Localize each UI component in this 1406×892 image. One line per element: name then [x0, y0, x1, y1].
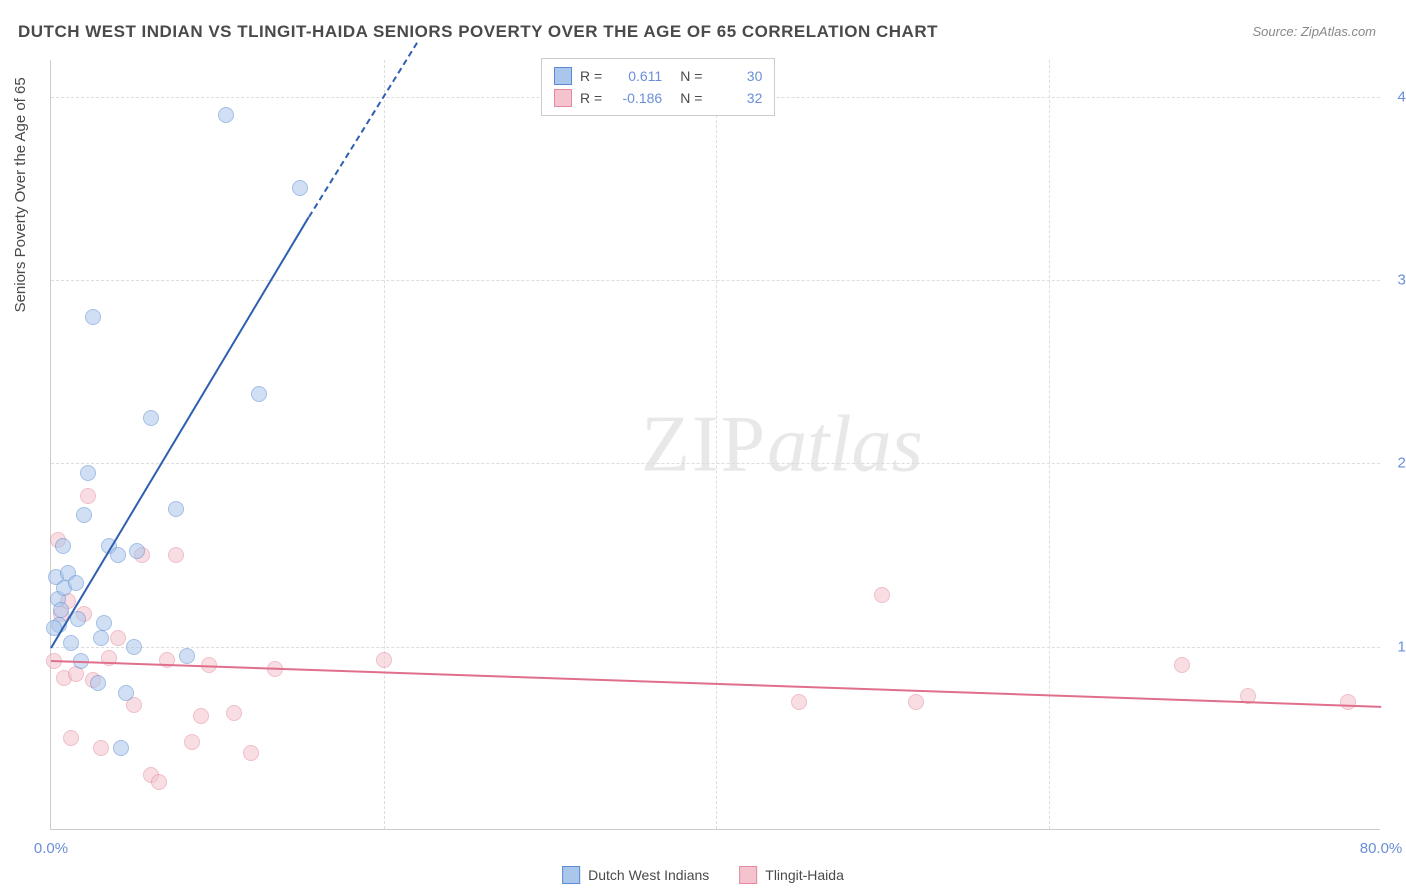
- data-point-a: [113, 740, 129, 756]
- grid-line-v: [1049, 60, 1050, 829]
- chart-title: DUTCH WEST INDIAN VS TLINGIT-HAIDA SENIO…: [18, 22, 938, 42]
- data-point-b: [80, 488, 96, 504]
- legend-swatch-b-icon: [739, 866, 757, 884]
- data-point-a: [76, 507, 92, 523]
- data-point-b: [908, 694, 924, 710]
- data-point-a: [93, 630, 109, 646]
- legend-item-b: Tlingit-Haida: [739, 866, 844, 884]
- data-point-b: [110, 630, 126, 646]
- data-point-a: [85, 309, 101, 325]
- grid-line-v: [716, 60, 717, 829]
- data-point-a: [168, 501, 184, 517]
- y-tick-label: 10.0%: [1397, 638, 1406, 655]
- data-point-a: [63, 635, 79, 651]
- y-tick-label: 40.0%: [1397, 88, 1406, 105]
- n-value-b: 32: [710, 90, 762, 106]
- trend-line: [50, 216, 309, 648]
- data-point-b: [93, 740, 109, 756]
- data-point-a: [55, 538, 71, 554]
- data-point-a: [53, 602, 69, 618]
- data-point-b: [184, 734, 200, 750]
- data-point-b: [63, 730, 79, 746]
- data-point-a: [251, 386, 267, 402]
- legend-item-a: Dutch West Indians: [562, 866, 709, 884]
- r-label: R =: [580, 68, 602, 84]
- data-point-b: [1174, 657, 1190, 673]
- swatch-b-icon: [554, 89, 572, 107]
- grid-line-v: [384, 60, 385, 829]
- y-axis-label: Seniors Poverty Over the Age of 65: [12, 77, 29, 312]
- data-point-b: [151, 774, 167, 790]
- series-legend: Dutch West Indians Tlingit-Haida: [562, 866, 844, 884]
- data-point-a: [143, 410, 159, 426]
- data-point-a: [292, 180, 308, 196]
- watermark: ZIPatlas: [641, 399, 923, 490]
- data-point-b: [376, 652, 392, 668]
- stats-row-a: R = 0.611 N = 30: [554, 65, 762, 87]
- data-point-b: [193, 708, 209, 724]
- data-point-a: [118, 685, 134, 701]
- n-label: N =: [680, 68, 702, 84]
- r-label: R =: [580, 90, 602, 106]
- data-point-b: [874, 587, 890, 603]
- x-tick-label: 0.0%: [34, 840, 68, 857]
- swatch-a-icon: [554, 67, 572, 85]
- x-tick-label: 80.0%: [1360, 840, 1403, 857]
- n-label: N =: [680, 90, 702, 106]
- r-value-a: 0.611: [610, 68, 662, 84]
- stats-legend: R = 0.611 N = 30 R = -0.186 N = 32: [541, 58, 775, 116]
- source-attribution: Source: ZipAtlas.com: [1252, 24, 1376, 39]
- data-point-a: [129, 543, 145, 559]
- r-value-b: -0.186: [610, 90, 662, 106]
- data-point-b: [226, 705, 242, 721]
- n-value-a: 30: [710, 68, 762, 84]
- data-point-a: [68, 575, 84, 591]
- data-point-a: [179, 648, 195, 664]
- stats-row-b: R = -0.186 N = 32: [554, 87, 762, 109]
- data-point-b: [791, 694, 807, 710]
- trend-line-dashed: [308, 42, 418, 217]
- data-point-a: [96, 615, 112, 631]
- data-point-b: [243, 745, 259, 761]
- data-point-a: [90, 675, 106, 691]
- y-tick-label: 20.0%: [1397, 455, 1406, 472]
- data-point-a: [218, 107, 234, 123]
- data-point-b: [1340, 694, 1356, 710]
- data-point-a: [126, 639, 142, 655]
- legend-label-b: Tlingit-Haida: [765, 867, 844, 883]
- data-point-b: [168, 547, 184, 563]
- legend-label-a: Dutch West Indians: [588, 867, 709, 883]
- legend-swatch-a-icon: [562, 866, 580, 884]
- data-point-a: [110, 547, 126, 563]
- y-tick-label: 30.0%: [1397, 272, 1406, 289]
- watermark-atlas: atlas: [767, 400, 923, 488]
- watermark-zip: ZIP: [641, 400, 767, 488]
- data-point-a: [80, 465, 96, 481]
- plot-area: ZIPatlas 10.0%20.0%30.0%40.0%0.0%80.0% R…: [50, 60, 1380, 830]
